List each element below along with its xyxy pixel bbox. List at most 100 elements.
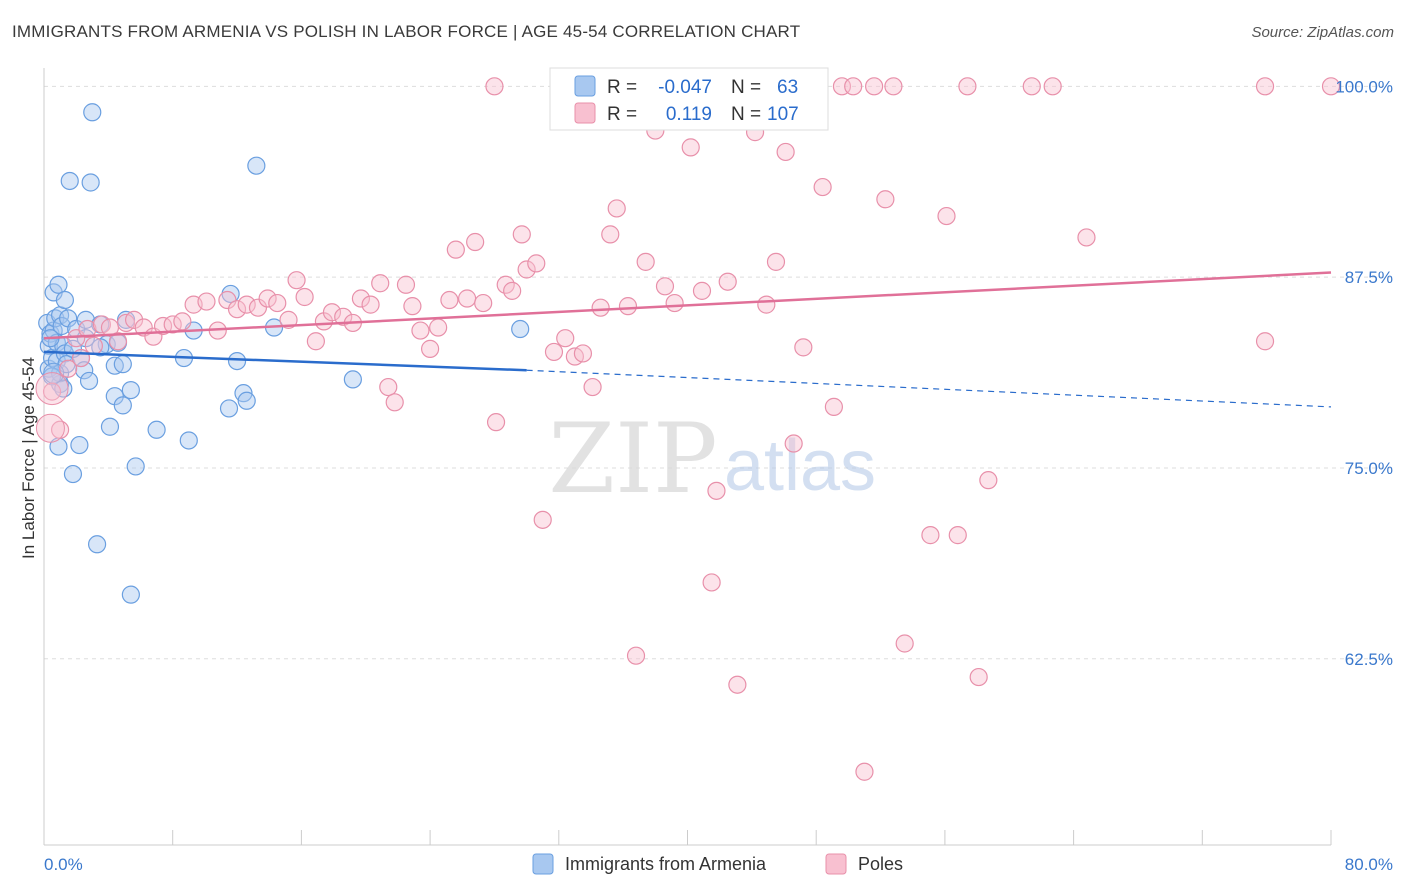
point-poles: [512, 225, 531, 244]
point-poles: [937, 206, 956, 226]
point-poles: [601, 225, 620, 244]
trend-lines: [43, 271, 1332, 408]
chart-title: IMMIGRANTS FROM ARMENIA VS POLISH IN LAB…: [12, 22, 801, 41]
point-poles: [757, 295, 776, 314]
y-tick-labels: 62.5% 75.0% 87.5% 100.0%: [1335, 77, 1393, 668]
gridlines: [44, 85, 1393, 660]
point-poles: [361, 295, 380, 314]
trend-line-armenia: [43, 350, 527, 372]
point-poles: [458, 289, 477, 308]
point-poles: [1022, 77, 1041, 96]
point-armenia: [79, 371, 99, 391]
y-tick-label: 75.0%: [1345, 459, 1393, 478]
point-poles: [626, 646, 646, 665]
point-poles: [429, 318, 448, 337]
point-armenia: [179, 431, 198, 450]
point-armenia: [81, 173, 100, 192]
point-poles: [248, 298, 268, 317]
point-armenia: [87, 535, 107, 554]
point-poles: [1255, 332, 1275, 351]
point-poles: [607, 199, 626, 218]
point-poles: [1077, 228, 1096, 247]
point-poles: [958, 77, 977, 96]
point-poles: [218, 290, 237, 310]
point-poles: [379, 377, 398, 397]
point-armenia: [42, 367, 62, 386]
point-poles: [474, 293, 493, 313]
trend-line-poles: [43, 271, 1332, 340]
chart-source: Source: ZipAtlas.com: [1251, 24, 1394, 41]
legend-r-label-poles: R =: [607, 104, 637, 125]
point-armenia: [113, 355, 132, 374]
point-poles: [692, 281, 712, 300]
legend-r-value-poles: 0.119: [666, 104, 712, 125]
point-armenia: [113, 396, 132, 415]
point-poles: [718, 272, 737, 291]
point-armenia: [121, 380, 140, 400]
point-armenia: [46, 309, 65, 328]
point-poles: [124, 310, 144, 329]
point-armenia: [52, 316, 71, 336]
y-tick-label: 100.0%: [1335, 77, 1393, 96]
trend-line-armenia-extension: [526, 369, 1332, 408]
bottom-legend: Immigrants from Armenia Poles: [532, 853, 903, 875]
point-poles: [844, 77, 863, 96]
point-poles: [794, 338, 813, 357]
point-poles: [78, 319, 97, 339]
point-poles: [440, 290, 459, 310]
point-poles: [446, 240, 465, 259]
point-poles: [784, 434, 803, 453]
point-poles: [173, 312, 192, 331]
point-armenia: [55, 290, 75, 310]
point-poles: [84, 336, 103, 355]
point-poles: [268, 293, 287, 313]
point-poles: [813, 177, 832, 197]
point-poles: [503, 281, 522, 300]
point-armenia: [91, 338, 110, 357]
point-poles: [287, 271, 306, 290]
point-armenia: [83, 103, 102, 122]
point-poles-cluster: [35, 372, 69, 406]
point-poles: [969, 667, 988, 687]
point-poles: [681, 138, 700, 157]
point-poles: [385, 393, 404, 412]
point-poles: [636, 252, 655, 271]
watermark-atlas: atlas: [724, 426, 876, 506]
point-poles: [421, 339, 440, 358]
point-poles: [486, 413, 506, 432]
point-armenia: [219, 399, 239, 418]
point-poles: [295, 287, 314, 307]
point-armenia: [63, 464, 83, 484]
point-armenia: [343, 370, 362, 389]
point-poles: [556, 329, 575, 348]
point-poles: [895, 634, 914, 653]
y-tick-label: 87.5%: [1345, 268, 1393, 287]
point-poles: [979, 471, 998, 490]
point-poles: [702, 573, 721, 592]
point-poles: [1321, 77, 1341, 96]
point-poles: [322, 303, 342, 322]
point-poles: [306, 332, 325, 351]
point-armenia: [147, 420, 166, 439]
point-poles: [334, 307, 353, 326]
point-poles-cluster: [35, 413, 65, 443]
legend-r-value-armenia: -0.047: [658, 77, 712, 98]
legend-r-label-armenia: R =: [607, 77, 637, 98]
point-poles: [884, 77, 903, 96]
point-poles: [665, 293, 684, 313]
point-armenia: [227, 351, 247, 371]
point-poles: [533, 510, 552, 529]
x-tick-label-min: 0.0%: [44, 855, 83, 874]
point-poles: [921, 526, 940, 545]
legend-n-label-poles: N =: [731, 104, 761, 125]
point-poles: [948, 526, 967, 545]
x-tick-marks: [43, 830, 1332, 845]
point-poles: [591, 298, 610, 317]
point-poles: [865, 77, 884, 96]
point-poles: [42, 382, 62, 401]
point-armenia: [100, 417, 120, 436]
legend-swatch-poles: [574, 102, 596, 124]
point-poles: [227, 300, 247, 319]
point-poles: [573, 344, 593, 363]
y-axis-label: In Labor Force | Age 45-54: [19, 357, 38, 559]
